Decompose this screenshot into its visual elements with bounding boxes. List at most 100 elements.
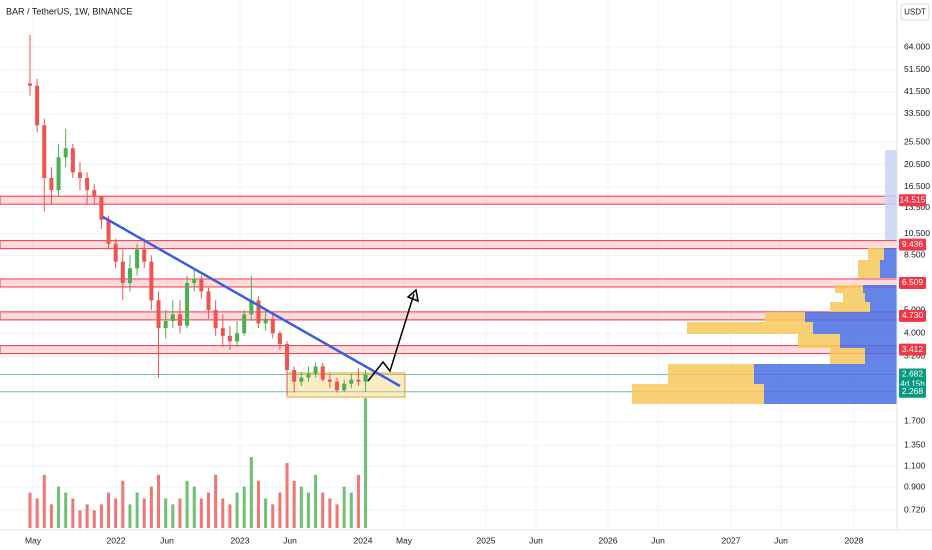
trendline — [102, 215, 401, 388]
volume-bar — [57, 486, 61, 528]
level-label: 3.412 — [902, 344, 924, 354]
x-tick-label: May — [25, 535, 42, 545]
x-tick-label: 2027 — [722, 535, 741, 545]
x-tick-label: 2025 — [477, 535, 496, 545]
candle-body — [342, 383, 347, 391]
volume-bar — [321, 492, 325, 528]
x-tick-label: 2028 — [845, 535, 864, 545]
volume-bar — [92, 510, 96, 528]
volume-bar — [192, 486, 196, 528]
candle-body — [277, 333, 282, 345]
volume-bar — [328, 498, 332, 528]
candle-body — [99, 196, 104, 220]
y-tick-label: 1.350 — [904, 440, 926, 450]
volume-bar — [364, 398, 368, 528]
volume-bar — [121, 480, 125, 528]
candle-body — [320, 366, 325, 380]
volume-bar — [185, 480, 189, 528]
candle-body — [227, 335, 232, 342]
y-tick-label: 25.500 — [904, 136, 930, 146]
level-tag — [899, 194, 926, 207]
candle-body — [113, 243, 118, 262]
candle-body — [42, 125, 47, 178]
y-tick-label: 0.720 — [904, 504, 926, 514]
y-tick-label: 8.500 — [904, 250, 926, 260]
y-tick-label: 64.000 — [904, 41, 930, 51]
candle-body — [206, 291, 211, 311]
candle-body — [327, 379, 332, 382]
candle-body — [177, 314, 182, 326]
level-band — [0, 311, 898, 321]
candle-body — [363, 374, 368, 382]
volume-bar — [314, 474, 318, 528]
y-tick-label: 0.900 — [904, 481, 926, 491]
candle-body — [85, 177, 90, 191]
candle-body — [292, 369, 297, 382]
volume-bar — [71, 498, 75, 528]
volume-bar — [28, 492, 32, 528]
candle-body — [120, 261, 125, 284]
candle-body — [142, 249, 147, 262]
candle-body — [106, 219, 111, 244]
x-tick-label: Jun — [774, 535, 788, 545]
candle-body — [28, 83, 32, 86]
level-tag — [899, 309, 926, 322]
volume-bar — [292, 480, 296, 528]
y-tick-label: 13.500 — [904, 202, 930, 212]
x-tick-label: 2026 — [599, 535, 618, 545]
candle-body — [313, 366, 318, 374]
volume-bar — [342, 486, 346, 528]
volume-bar — [278, 492, 282, 528]
volume-bar — [285, 463, 289, 528]
candle-body — [213, 310, 218, 329]
volume-bar — [235, 492, 239, 528]
volume-bar — [85, 504, 89, 528]
level-tag — [899, 368, 926, 391]
volume-bar — [256, 480, 260, 528]
volume-bar — [49, 504, 53, 528]
volume-bar — [221, 498, 225, 528]
x-tick-label: Jun — [283, 535, 297, 545]
volume-bar — [335, 504, 339, 528]
volume-bar — [149, 486, 153, 528]
level-tag — [899, 238, 926, 251]
y-tick-label: 16.500 — [904, 181, 930, 191]
candle-body — [235, 333, 240, 342]
candle-body — [256, 300, 261, 324]
volume-bar — [178, 498, 182, 528]
level-tag — [899, 276, 926, 289]
y-tick-label: 51.500 — [904, 64, 930, 74]
level-band — [0, 195, 898, 205]
candle-body — [299, 377, 304, 382]
arrow-head — [406, 288, 419, 303]
arrow — [367, 293, 415, 382]
y-tick-label: 4.000 — [904, 327, 926, 337]
candle-body — [35, 85, 40, 126]
x-tick-label: May — [396, 535, 413, 545]
x-tick-label: Jun — [160, 535, 174, 545]
y-tick-label: 1.100 — [904, 461, 926, 471]
volume-bar — [35, 498, 39, 528]
level-tag — [899, 343, 926, 356]
x-tick-label: Jun — [651, 535, 665, 545]
volume-bar — [271, 504, 275, 528]
candle-body — [92, 190, 97, 197]
volume-bar — [107, 492, 111, 528]
volume-bar — [228, 504, 232, 528]
candle-body — [220, 328, 225, 336]
candle-body — [335, 381, 340, 391]
candle-body — [285, 344, 290, 370]
volume-bar — [242, 486, 246, 528]
volume-bar — [249, 457, 253, 528]
currency-button[interactable] — [900, 3, 930, 21]
y-tick-label: 41.500 — [904, 86, 930, 96]
symbol-title: BAR / TetherUS, 1W, BINANCE — [6, 6, 132, 16]
candle-body — [77, 172, 82, 178]
level-tag — [899, 385, 926, 398]
level-band — [0, 278, 898, 288]
x-tick-label: 2024 — [354, 535, 373, 545]
volume-bar — [42, 474, 46, 528]
candle-body — [163, 321, 168, 329]
candle-body — [192, 278, 197, 284]
level-label: 6.509 — [902, 277, 924, 287]
